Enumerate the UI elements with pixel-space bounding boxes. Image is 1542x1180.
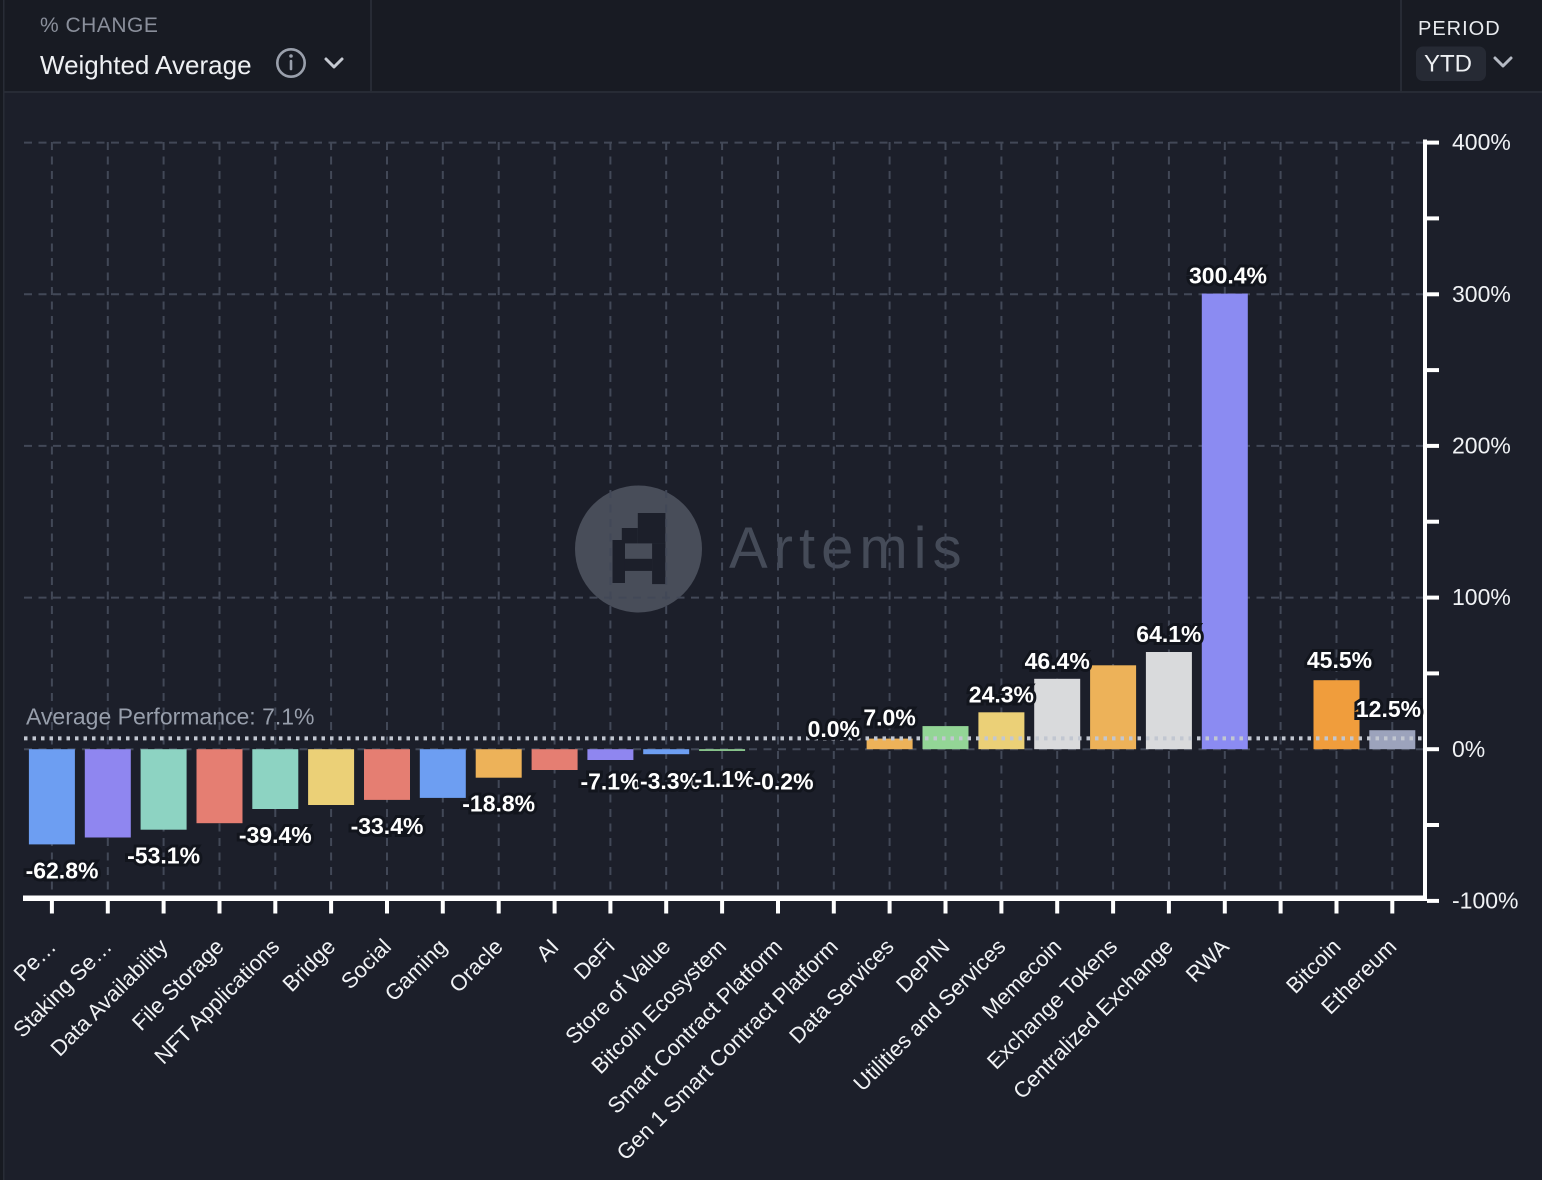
svg-text:Oracle: Oracle <box>444 934 507 997</box>
svg-text:24.3%: 24.3% <box>969 681 1034 707</box>
svg-text:0.0%: 0.0% <box>808 716 860 742</box>
svg-text:12.5%: 12.5% <box>1356 696 1421 722</box>
svg-text:-33.4%: -33.4% <box>351 813 424 839</box>
svg-text:7.0%: 7.0% <box>863 704 915 730</box>
svg-text:Average Performance: 7.1%: Average Performance: 7.1% <box>26 704 315 730</box>
svg-text:-39.4%: -39.4% <box>239 822 312 848</box>
svg-text:-0.2%: -0.2% <box>753 769 813 795</box>
svg-text:-7.1%: -7.1% <box>580 769 640 795</box>
svg-text:Bridge: Bridge <box>277 934 340 997</box>
svg-text:YTD: YTD <box>1424 51 1472 78</box>
svg-text:400%: 400% <box>1452 129 1511 155</box>
svg-text:-100%: -100% <box>1452 888 1518 914</box>
svg-text:-3.3%: -3.3% <box>640 768 700 794</box>
svg-text:64.1%: 64.1% <box>1136 621 1201 647</box>
svg-text:DeFi: DeFi <box>569 934 620 985</box>
svg-text:45.5%: 45.5% <box>1307 647 1372 673</box>
svg-text:% CHANGE: % CHANGE <box>40 14 158 37</box>
svg-text:Pe…: Pe… <box>9 934 61 986</box>
svg-text:Weighted Average: Weighted Average <box>40 50 252 80</box>
svg-text:300%: 300% <box>1452 281 1511 307</box>
svg-text:AI: AI <box>531 934 563 966</box>
svg-text:0%: 0% <box>1452 736 1485 762</box>
svg-text:PERIOD: PERIOD <box>1418 18 1501 40</box>
svg-text:-53.1%: -53.1% <box>127 843 200 869</box>
svg-text:RWA: RWA <box>1181 934 1234 987</box>
svg-text:300.4%: 300.4% <box>1189 263 1267 289</box>
svg-text:100%: 100% <box>1452 584 1511 610</box>
svg-text:200%: 200% <box>1452 433 1511 459</box>
svg-text:-18.8%: -18.8% <box>462 791 535 817</box>
svg-text:-62.8%: -62.8% <box>26 857 99 883</box>
svg-text:-1.1%: -1.1% <box>694 766 754 792</box>
svg-text:Gaming: Gaming <box>380 934 452 1006</box>
svg-text:Artemis: Artemis <box>729 516 968 581</box>
svg-text:46.4%: 46.4% <box>1025 648 1090 674</box>
